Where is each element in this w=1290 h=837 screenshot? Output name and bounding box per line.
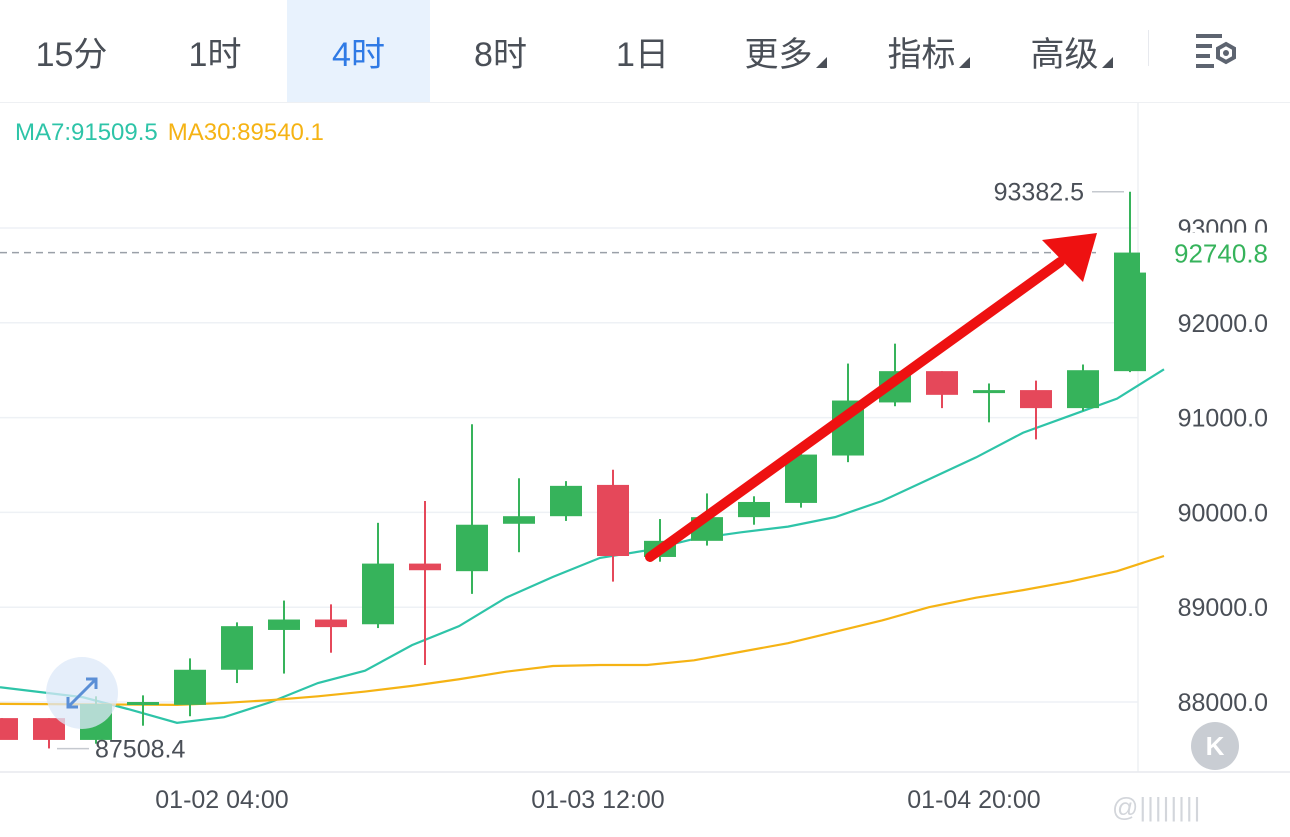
trend-arrow-shaft (645, 257, 1065, 562)
tab-label: 1时 (188, 35, 242, 74)
candle-body (33, 718, 65, 740)
candle-body (221, 626, 253, 670)
ma7-line (0, 368, 1165, 724)
y-tick-label: 89000.0 (1178, 594, 1268, 622)
candle-body (362, 563, 394, 625)
tab-1d[interactable]: 1日 (571, 0, 714, 102)
y-tick-label: 92000.0 (1178, 310, 1268, 338)
y-tick-label: 88000.0 (1178, 689, 1268, 717)
jump-to-latest-button[interactable]: K (1191, 722, 1239, 770)
candle-body (315, 619, 347, 628)
candle-body (174, 669, 206, 705)
x-tick-label: 01-03 12:00 (531, 786, 664, 814)
current-price-tag: 92740.8 (1174, 239, 1268, 269)
tab-more[interactable]: 更多 (714, 0, 857, 102)
chart-settings-icon[interactable] (1190, 28, 1242, 76)
candle-body (926, 371, 958, 395)
tab-label: 15分 (35, 35, 108, 74)
candle-body (597, 484, 629, 557)
caret-down-icon (958, 56, 970, 68)
candle-body (973, 390, 1005, 394)
trend-arrow-head (1042, 233, 1097, 282)
tab-divider (1148, 30, 1149, 66)
tab-label: 8时 (474, 35, 527, 74)
candle-body (785, 454, 817, 503)
tab-label: 指标 (887, 35, 956, 74)
current-price-tag-bg (1140, 232, 1290, 273)
candle-body (1020, 390, 1052, 409)
candle-body (1067, 370, 1099, 409)
ma-legend: MA7:91509.5 MA30:89540.1 (15, 119, 334, 147)
tab-4h[interactable]: 4时 (287, 0, 430, 102)
high-price-label: 93382.5 (994, 179, 1084, 207)
tab-indicators[interactable]: 指标 (857, 0, 1000, 102)
candle-body (503, 516, 535, 524)
expand-chart-button[interactable] (46, 657, 118, 729)
y-tick-label: 90000.0 (1178, 499, 1268, 527)
tab-label: 高级 (1030, 35, 1099, 74)
expand-icon (66, 677, 98, 709)
tab-15m[interactable]: 15分 (0, 0, 143, 102)
candle-body (0, 718, 18, 740)
watermark: @|||||||| (1112, 792, 1202, 822)
caret-down-icon (815, 56, 827, 68)
ma30-label: MA30:89540.1 (167, 119, 324, 146)
tab-label: 更多 (744, 35, 813, 74)
caret-down-icon (1101, 56, 1113, 68)
tab-advanced[interactable]: 高级 (1000, 0, 1143, 102)
candle-body (456, 524, 488, 572)
x-tick-label: 01-02 04:00 (155, 786, 288, 814)
tab-label: 1日 (616, 35, 669, 74)
ma7-label: MA7:91509.5 (15, 119, 158, 146)
low-price-label: 87508.4 (95, 736, 185, 764)
jump-to-latest-icon: K (1205, 730, 1225, 761)
tab-label: 4时 (332, 35, 385, 74)
timeframe-tab-bar: 15分 1时 4时 8时 1日 更多 指标 高级 (0, 0, 1290, 103)
tab-8h[interactable]: 8时 (430, 0, 571, 102)
y-tick-label: 91000.0 (1178, 405, 1268, 433)
candle-body (738, 501, 770, 518)
ma30-line (0, 554, 1165, 706)
candle-body (127, 702, 159, 705)
x-tick-label: 01-04 20:00 (907, 786, 1040, 814)
candle-body (268, 619, 300, 630)
candle-body (409, 563, 441, 571)
tab-1h[interactable]: 1时 (143, 0, 287, 102)
candle-body (550, 485, 582, 517)
